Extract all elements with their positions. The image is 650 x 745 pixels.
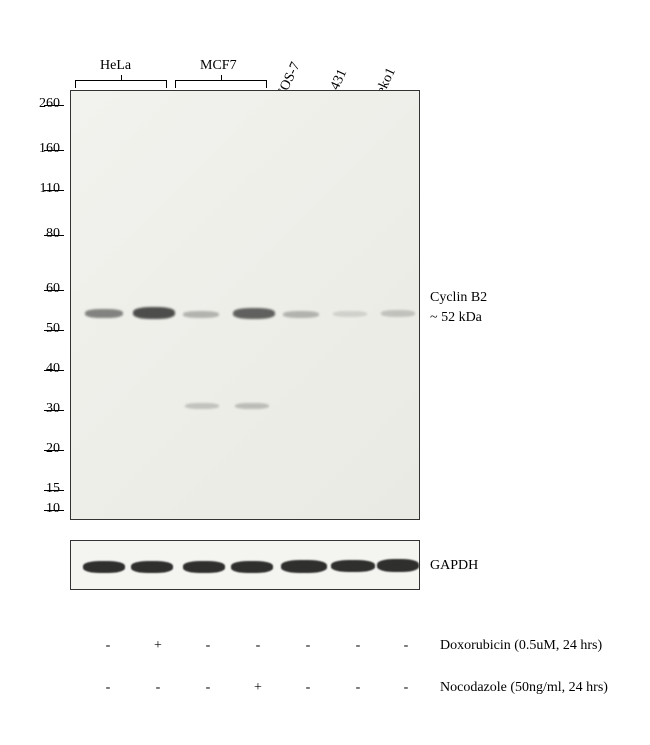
- mw-label: 260: [10, 96, 60, 112]
- gapdh-label: GAPDH: [430, 558, 478, 574]
- mw-tick: [44, 450, 64, 451]
- hela-bracket: [75, 80, 167, 88]
- blot-band: [233, 308, 275, 319]
- treatment-cell: +: [233, 680, 283, 696]
- mw-label: 160: [10, 141, 60, 157]
- protein-mw-label: ~ 52 kDa: [430, 310, 482, 326]
- treatment-cell: -: [381, 680, 431, 696]
- sample-label-hela: HeLa: [100, 58, 131, 74]
- treatment-cell: +: [133, 638, 183, 654]
- protein-name-label: Cyclin B2: [430, 290, 487, 306]
- treatment-cell: -: [283, 638, 333, 654]
- blot-band: [235, 403, 269, 409]
- gapdh-band: [281, 560, 327, 573]
- mw-tick: [44, 410, 64, 411]
- treatment-row: -+-----Doxorubicin (0.5uM, 24 hrs): [70, 638, 620, 658]
- mw-tick: [44, 150, 64, 151]
- mw-label: 10: [10, 501, 60, 517]
- treatment-cell: -: [83, 680, 133, 696]
- blot-band: [185, 403, 219, 409]
- mw-tick: [44, 510, 64, 511]
- blot-band: [283, 311, 319, 318]
- mw-tick: [44, 370, 64, 371]
- mw-label: 80: [10, 226, 60, 242]
- blot-band: [133, 307, 175, 319]
- mw-label: 15: [10, 481, 60, 497]
- gapdh-band: [131, 561, 173, 573]
- treatment-cell: -: [333, 680, 383, 696]
- blot-band: [333, 311, 367, 317]
- mw-tick: [44, 235, 64, 236]
- gapdh-band: [83, 561, 125, 573]
- mw-label: 20: [10, 441, 60, 457]
- gapdh-blot: [70, 540, 420, 590]
- treatment-label: Nocodazole (50ng/ml, 24 hrs): [440, 680, 608, 696]
- mw-label: 40: [10, 361, 60, 377]
- mw-label: 60: [10, 281, 60, 297]
- treatment-cell: -: [283, 680, 333, 696]
- treatment-cell: -: [83, 638, 133, 654]
- treatment-cell: -: [133, 680, 183, 696]
- treatment-row: ---+---Nocodazole (50ng/ml, 24 hrs): [70, 680, 620, 700]
- mw-label: 50: [10, 321, 60, 337]
- mw-label: 110: [10, 181, 60, 197]
- mw-tick: [44, 290, 64, 291]
- mcf7-bracket: [175, 80, 267, 88]
- gapdh-band: [183, 561, 225, 573]
- treatment-cell: -: [233, 638, 283, 654]
- mw-tick: [44, 190, 64, 191]
- treatment-cell: -: [183, 680, 233, 696]
- sample-label-mcf7: MCF7: [200, 58, 237, 74]
- main-blot: [70, 90, 420, 520]
- blot-band: [85, 309, 123, 318]
- mw-tick: [44, 330, 64, 331]
- gapdh-band: [377, 559, 419, 572]
- treatment-cell: -: [381, 638, 431, 654]
- mw-tick: [44, 490, 64, 491]
- gapdh-band: [331, 560, 375, 572]
- blot-band: [381, 310, 415, 317]
- western-blot-figure: HeLa MCF7 COS-7 A431 Jeko1 2601601108060…: [0, 0, 650, 745]
- treatment-label: Doxorubicin (0.5uM, 24 hrs): [440, 638, 602, 654]
- treatment-cell: -: [333, 638, 383, 654]
- mw-tick: [44, 105, 64, 106]
- treatment-cell: -: [183, 638, 233, 654]
- gapdh-band: [231, 561, 273, 573]
- mw-label: 30: [10, 401, 60, 417]
- blot-band: [183, 311, 219, 318]
